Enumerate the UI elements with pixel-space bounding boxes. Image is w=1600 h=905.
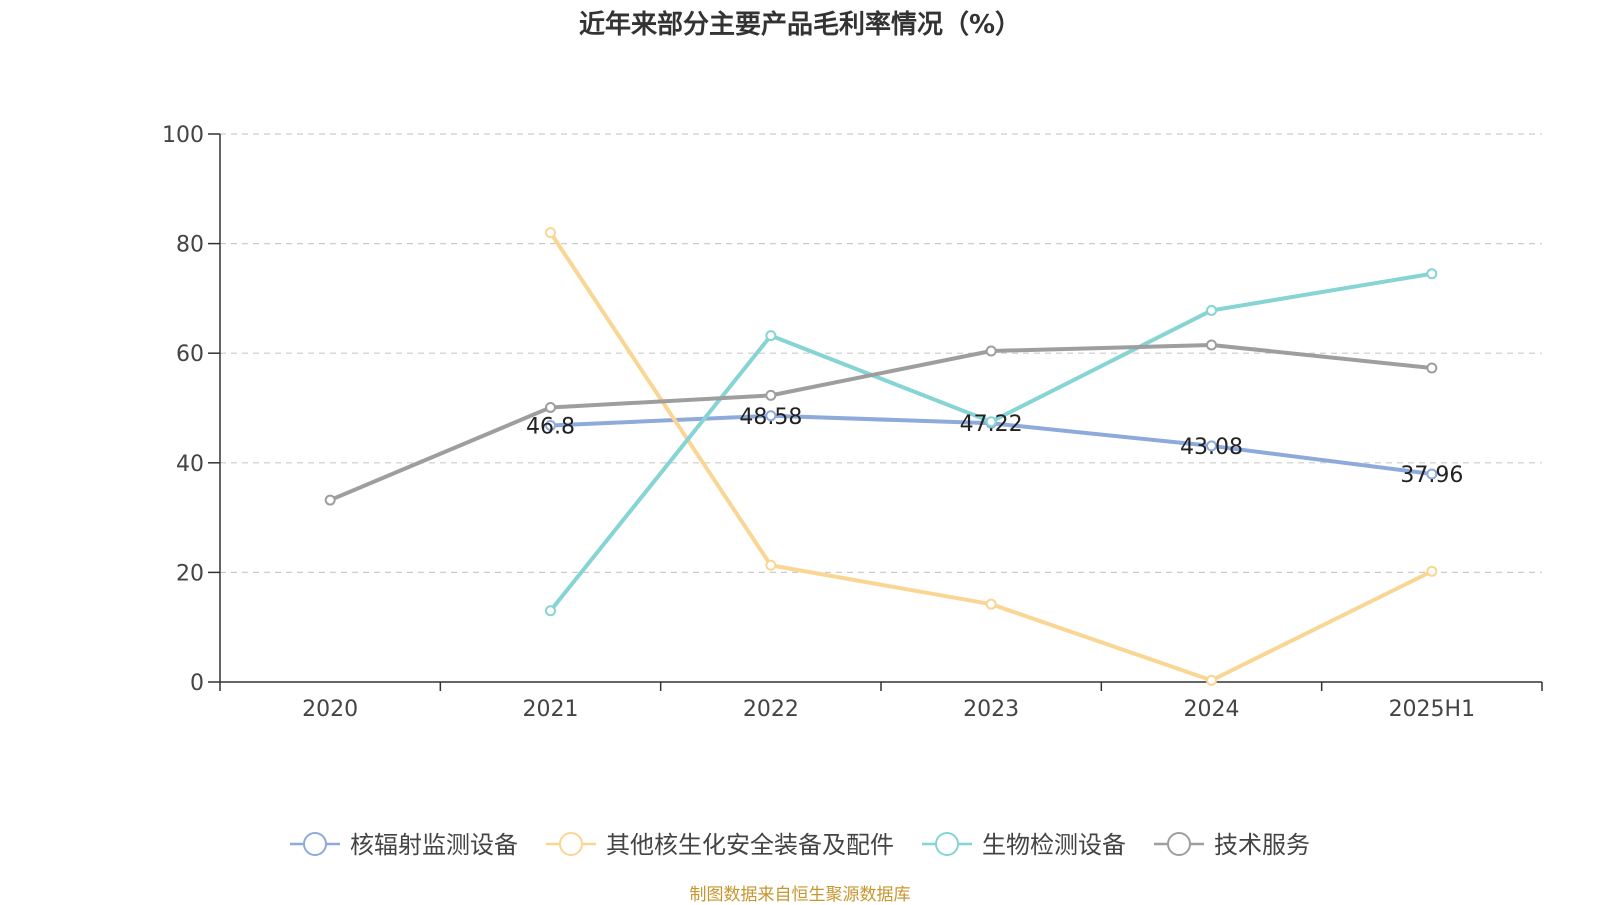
y-tick-label: 20 (176, 561, 204, 586)
data-point (985, 416, 997, 428)
data-label: 46.8 (526, 415, 575, 440)
legend-label: 核辐射监测设备 (350, 831, 518, 859)
data-point (1206, 674, 1217, 686)
legend-label: 其他核生化安全装备及配件 (606, 831, 894, 859)
legend-label: 技术服务 (1214, 831, 1310, 859)
legend-item: 技术服务 (1154, 831, 1310, 859)
data-point (765, 410, 777, 422)
y-tick-label: 40 (176, 452, 204, 477)
data-point (545, 605, 556, 617)
y-tick-label: 0 (190, 671, 204, 696)
data-point (324, 494, 336, 506)
y-tick-label: 100 (162, 123, 204, 148)
axes: 0 20 40 60 80 100 2020 2021 2022 2023 2024 2025H1 (162, 123, 1543, 722)
x-tick-label: 2020 (302, 697, 358, 722)
legend-item: 核辐射监测设备 (290, 831, 518, 859)
data-label: 37.96 (1400, 463, 1463, 488)
data-point (545, 420, 556, 432)
data-point (1426, 268, 1438, 280)
legend-item: 其他核生化安全装备及配件 (546, 831, 894, 859)
data-point (1426, 468, 1438, 480)
x-tick-label: 2021 (523, 697, 579, 722)
data-point (765, 330, 777, 342)
data-label: 47.22 (960, 412, 1023, 437)
data-labels: 46.8 48.58 47.22 43.08 37.96 (526, 405, 1463, 488)
legend-marker (935, 832, 959, 856)
legend-marker (1167, 832, 1191, 856)
series-line (328, 342, 1434, 503)
series-lines (324, 227, 1438, 686)
x-tick-label: 2023 (963, 697, 1019, 722)
y-tick-label: 80 (176, 233, 204, 258)
x-tick-label: 2022 (743, 697, 799, 722)
data-label: 43.08 (1180, 435, 1243, 460)
chart-title: 近年来部分主要产品毛利率情况（%） (578, 10, 1022, 40)
data-point (765, 559, 777, 571)
data-label: 48.58 (739, 405, 802, 430)
legend: 核辐射监测设备 其他核生化安全装备及配件 生物检测设备 技术服务 (290, 831, 1310, 859)
data-point (985, 345, 997, 357)
grid-lines (220, 133, 1542, 574)
data-point (1206, 339, 1217, 351)
x-tick-label: 2024 (1184, 697, 1240, 722)
legend-marker (303, 832, 327, 856)
legend-item: 生物检测设备 (922, 831, 1126, 859)
x-tick-label: 2025H1 (1389, 697, 1476, 722)
series-line (548, 271, 1434, 613)
data-point (1206, 440, 1217, 452)
data-point (985, 598, 997, 610)
data-point (545, 401, 556, 413)
y-tick-label: 60 (176, 342, 204, 367)
data-point (1426, 362, 1438, 374)
data-point (1206, 304, 1217, 316)
data-point (765, 389, 777, 401)
data-point (545, 227, 556, 239)
legend-marker (559, 832, 583, 856)
legend-label: 生物检测设备 (982, 831, 1126, 859)
data-point (1426, 565, 1438, 577)
source-note: 制图数据来自恒生聚源数据库 (689, 885, 911, 905)
